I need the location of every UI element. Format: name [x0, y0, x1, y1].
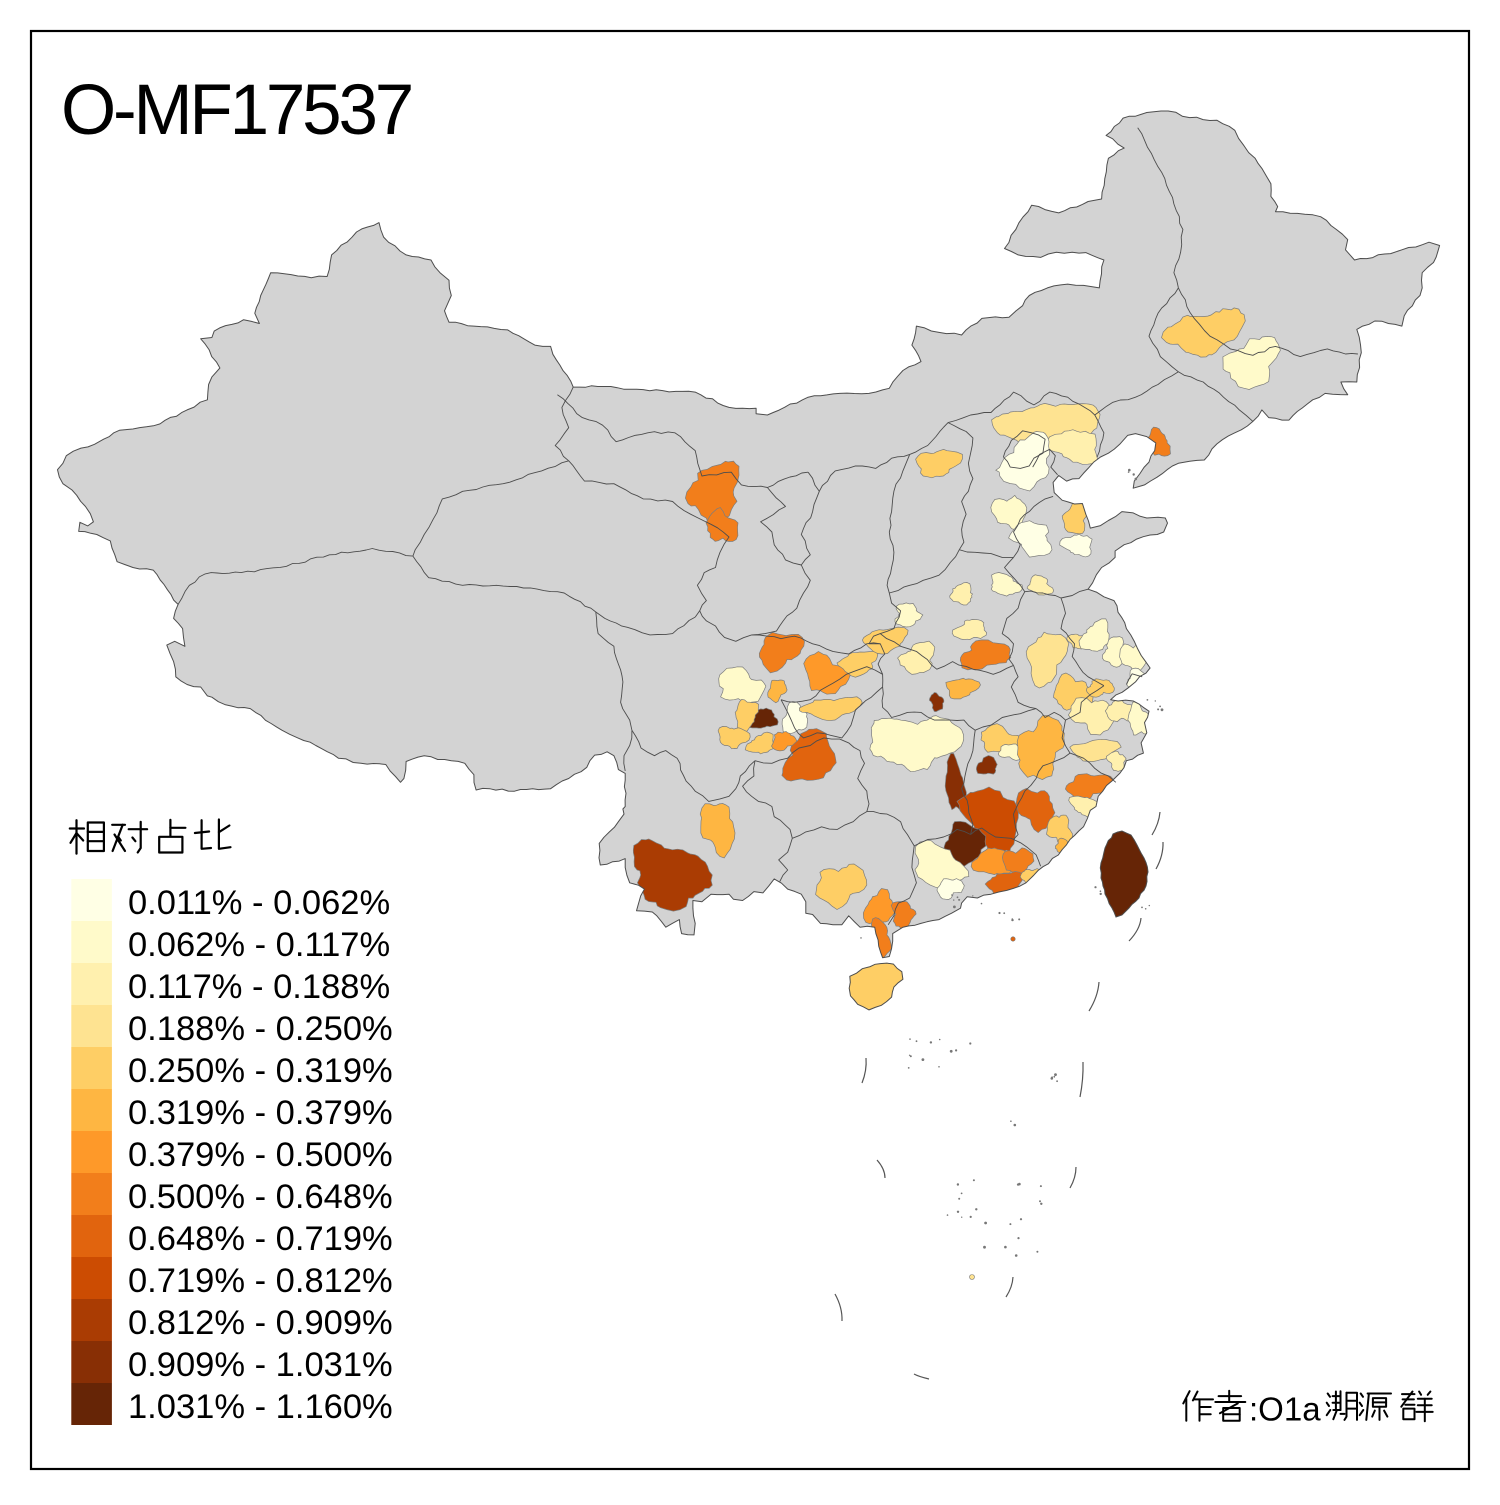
svg-text:0.812% - 0.909%: 0.812% - 0.909% — [128, 1304, 393, 1342]
svg-text:0.117% - 0.188%: 0.117% - 0.188% — [128, 968, 390, 1006]
svg-text:0.909% - 1.031%: 0.909% - 1.031% — [128, 1346, 393, 1384]
svg-text:1.031% - 1.160%: 1.031% - 1.160% — [128, 1388, 393, 1426]
svg-text::O1a: :O1a — [1249, 1391, 1321, 1428]
svg-text:0.250% - 0.319%: 0.250% - 0.319% — [128, 1052, 393, 1090]
svg-text:0.062% - 0.117%: 0.062% - 0.117% — [128, 926, 390, 964]
svg-text:0.379% - 0.500%: 0.379% - 0.500% — [128, 1136, 393, 1174]
svg-text:0.319% - 0.379%: 0.319% - 0.379% — [128, 1094, 393, 1132]
svg-text:0.648% - 0.719%: 0.648% - 0.719% — [128, 1220, 393, 1258]
svg-text:0.188% - 0.250%: 0.188% - 0.250% — [128, 1010, 393, 1048]
svg-text:0.500% - 0.648%: 0.500% - 0.648% — [128, 1178, 393, 1216]
svg-text:O-MF17537: O-MF17537 — [61, 71, 411, 150]
svg-text:0.719% - 0.812%: 0.719% - 0.812% — [128, 1262, 393, 1300]
svg-text:0.011% - 0.062%: 0.011% - 0.062% — [128, 884, 390, 922]
